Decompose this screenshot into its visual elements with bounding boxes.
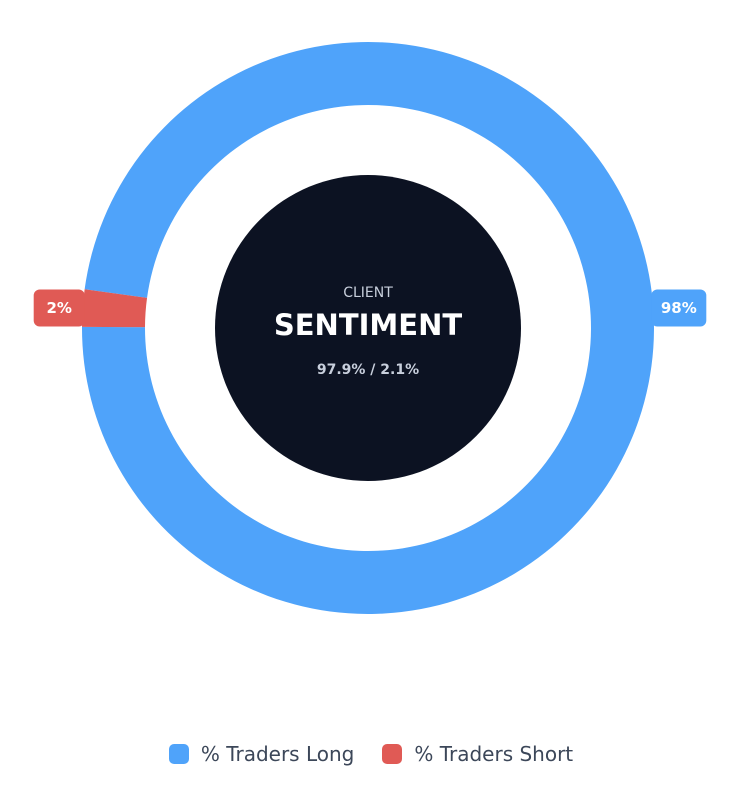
legend-label-short: % Traders Short <box>414 742 574 766</box>
data-label-long-text: 98% <box>661 299 697 317</box>
legend-swatch-long <box>168 744 189 764</box>
data-label-short-box <box>33 289 85 327</box>
slice-labels: 98% 2% <box>33 289 707 327</box>
legend-label-long: % Traders Long <box>200 742 355 766</box>
data-label-long: 98% <box>651 289 707 327</box>
data-label-short: 2% <box>33 289 85 327</box>
slice-traders-short[interactable] <box>82 289 148 328</box>
center-circle <box>215 175 521 481</box>
legend-item-traders-long[interactable]: % Traders Long <box>168 742 355 766</box>
chart-legend: % Traders Long % Traders Short <box>0 742 742 766</box>
center-caption: CLIENT <box>343 285 393 301</box>
center-subtitle: 97.9% / 2.1% <box>317 362 419 378</box>
data-label-long-box <box>651 289 707 327</box>
center-title: SENTIMENT <box>274 308 462 342</box>
legend-item-traders-short[interactable]: % Traders Short <box>382 742 573 766</box>
legend-swatch-short <box>382 744 403 764</box>
donut-slices <box>81 42 654 614</box>
data-label-short-text: 2% <box>46 299 71 317</box>
center-panel: CLIENT SENTIMENT 97.9% / 2.1% <box>215 175 521 481</box>
